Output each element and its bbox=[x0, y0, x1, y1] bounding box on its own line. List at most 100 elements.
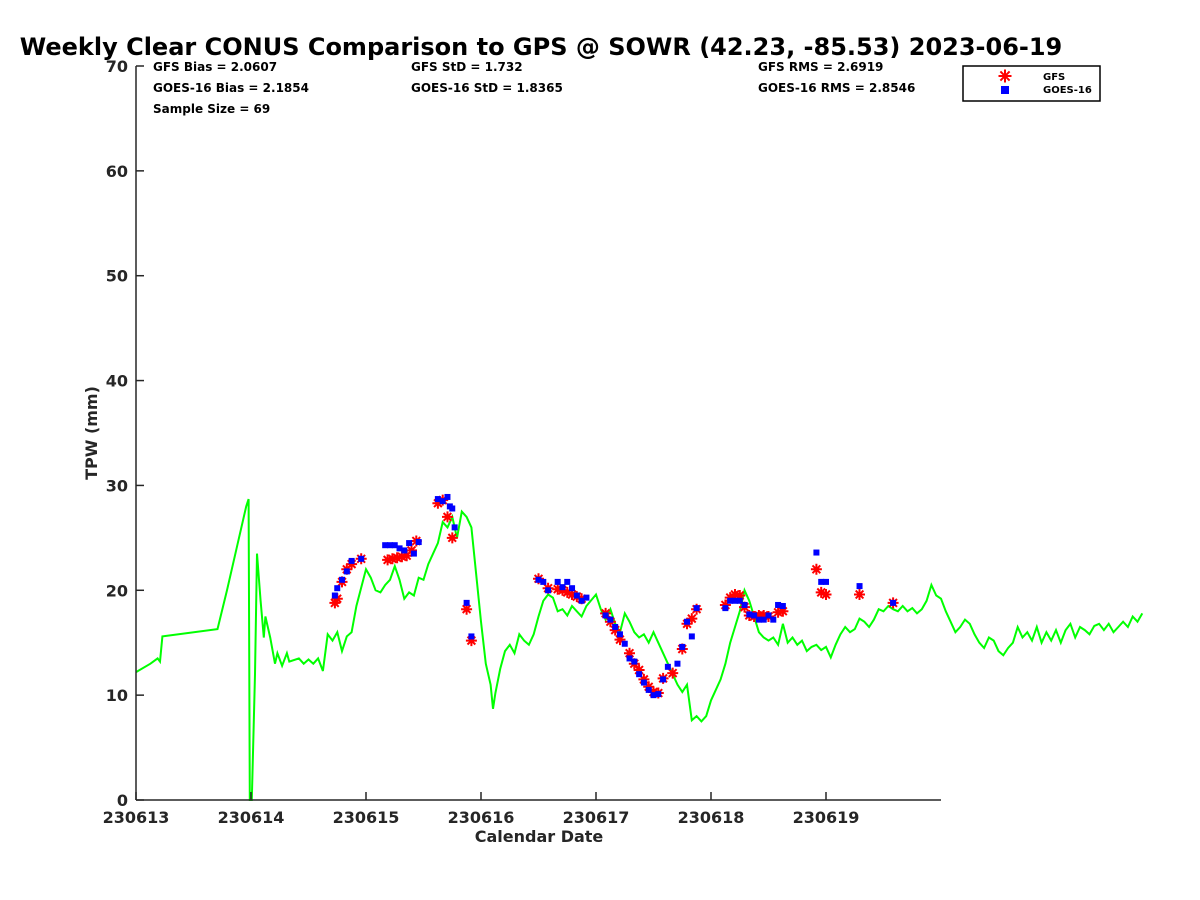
y-tick-label: 50 bbox=[106, 267, 128, 286]
goes-16-point bbox=[339, 576, 346, 583]
goes-16-point bbox=[660, 676, 667, 683]
legend-gfs-label: GFS bbox=[1043, 72, 1065, 83]
goes-16-point bbox=[746, 611, 753, 618]
goes-16-point bbox=[602, 612, 609, 619]
goes-16-point bbox=[779, 603, 786, 610]
gfs-point bbox=[391, 552, 403, 564]
gfs-point bbox=[461, 603, 473, 615]
legend-gfs-star bbox=[998, 69, 1012, 83]
gfs-point bbox=[346, 558, 358, 570]
goes-16-point bbox=[559, 584, 566, 591]
x-tick-label: 230614 bbox=[218, 808, 285, 827]
goes-16-point bbox=[650, 692, 657, 699]
y-tick-label: 10 bbox=[106, 686, 128, 705]
gfs-point bbox=[686, 613, 698, 625]
gfs-point bbox=[643, 681, 655, 693]
goes-16-point bbox=[626, 655, 633, 662]
y-tick-label: 40 bbox=[106, 372, 128, 391]
stat-sample-size: Sample Size = 69 bbox=[153, 102, 270, 116]
goes-16-point bbox=[612, 623, 619, 630]
goes-16-point bbox=[818, 578, 825, 585]
goes-16-point bbox=[386, 542, 393, 549]
chart-title: Weekly Clear CONUS Comparison to GPS @ S… bbox=[20, 33, 1063, 61]
gfs-point bbox=[446, 532, 458, 544]
gfs-point bbox=[329, 597, 341, 609]
x-axis-label: Calendar Date bbox=[475, 827, 604, 846]
plot-series bbox=[135, 493, 1144, 801]
gfs-point bbox=[667, 667, 679, 679]
goes-16-point bbox=[823, 578, 829, 585]
gfs-point bbox=[401, 550, 413, 562]
x-tick-label: 230619 bbox=[793, 808, 860, 827]
goes-16-point bbox=[554, 578, 561, 585]
gfs-point bbox=[633, 664, 645, 676]
axes: 0 10 20 30 40 50 60 70 230613 230614 230615 230616 2… bbox=[103, 57, 941, 827]
goes-16-point bbox=[751, 612, 758, 619]
goes-16-point bbox=[674, 660, 681, 667]
goes-16-point bbox=[607, 616, 614, 623]
goes-16-point bbox=[664, 663, 671, 670]
goes-16-point bbox=[631, 658, 638, 665]
x-tick-label: 230618 bbox=[678, 808, 745, 827]
stat-goes-std: GOES-16 StD = 1.8365 bbox=[411, 81, 563, 95]
legend-goes-label: GOES-16 bbox=[1043, 85, 1092, 96]
x-tick-label: 230615 bbox=[333, 808, 400, 827]
gfs-point bbox=[382, 554, 394, 566]
goes-16-point bbox=[731, 597, 738, 604]
goes-16-point bbox=[856, 583, 863, 590]
legend-box bbox=[962, 65, 1101, 102]
goes-16-point bbox=[727, 597, 734, 604]
gfs-point bbox=[561, 586, 573, 598]
goes-16-point bbox=[449, 505, 456, 512]
goes-16-point bbox=[770, 616, 777, 623]
gfs-point bbox=[552, 583, 564, 595]
gfs-point bbox=[566, 589, 578, 600]
gfs-point bbox=[638, 673, 650, 685]
goes-16-point bbox=[578, 597, 585, 604]
goes-16-point bbox=[348, 557, 355, 564]
goes-16-point bbox=[760, 616, 767, 623]
gfs-point bbox=[820, 589, 832, 600]
goes-16-point bbox=[645, 686, 652, 693]
gfs-point bbox=[854, 589, 865, 600]
y-axis-label: TPW (mm) bbox=[82, 386, 101, 480]
legend: GFS GOES-16 bbox=[962, 65, 1101, 102]
goes-16-point bbox=[401, 547, 408, 554]
stat-goes-rms: GOES-16 RMS = 2.8546 bbox=[758, 81, 915, 95]
goes-16-point bbox=[583, 594, 590, 601]
goes-16-point bbox=[358, 555, 365, 562]
goes-16-point bbox=[415, 539, 422, 546]
x-tick-label: 230616 bbox=[448, 808, 515, 827]
gfs-point bbox=[734, 590, 746, 601]
goes-16-point bbox=[755, 616, 762, 623]
y-tick-label: 0 bbox=[117, 791, 128, 810]
stat-gfs-std: GFS StD = 1.732 bbox=[411, 60, 523, 74]
goes-16-point bbox=[775, 601, 782, 608]
goes-16-point bbox=[410, 550, 417, 557]
goes-16-point bbox=[444, 493, 451, 500]
goes-16-point bbox=[334, 585, 341, 592]
gfs-point bbox=[719, 599, 731, 611]
goes-16-point bbox=[331, 592, 338, 599]
legend-goes-square-icon bbox=[1001, 86, 1009, 94]
goes-16-point bbox=[722, 605, 729, 612]
stat-goes-bias: GOES-16 Bias = 2.1854 bbox=[153, 81, 309, 95]
stat-gfs-rms: GFS RMS = 2.6919 bbox=[758, 60, 883, 74]
goes-16-point bbox=[684, 618, 691, 625]
goes-16-point bbox=[655, 691, 662, 698]
gfs-point bbox=[557, 584, 568, 596]
goes-16-point bbox=[765, 612, 772, 619]
legend-goes-square bbox=[1001, 86, 1009, 94]
goes-16-point bbox=[616, 631, 623, 638]
goes-16-point bbox=[451, 524, 458, 531]
goes-16-point bbox=[736, 597, 743, 604]
goes-16-point bbox=[545, 587, 552, 594]
goes-16-point bbox=[636, 671, 643, 678]
goes-16-point bbox=[468, 633, 475, 640]
goes-16-point bbox=[382, 542, 389, 549]
y-tick-label: 30 bbox=[106, 476, 128, 495]
goes-16-point bbox=[679, 643, 686, 650]
y-tick-label: 60 bbox=[106, 162, 128, 181]
goes-16-point bbox=[569, 585, 576, 592]
